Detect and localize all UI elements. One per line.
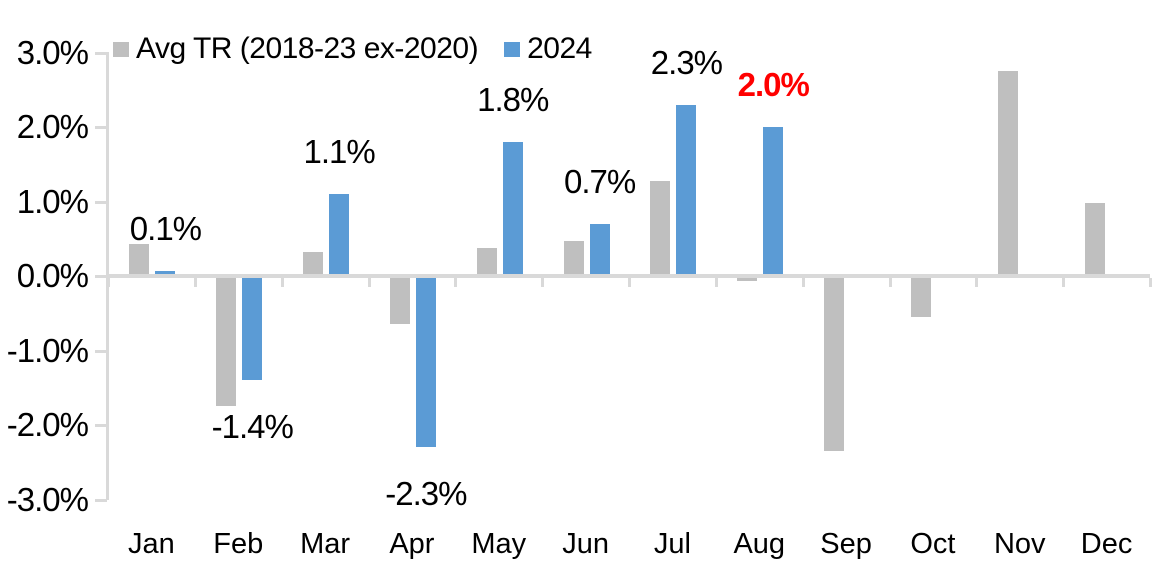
bar-avg-feb <box>216 276 237 407</box>
bar-2024-may <box>502 141 523 276</box>
x-axis-label-dec: Dec <box>1080 528 1133 560</box>
data-label-feb: -1.4% <box>211 408 294 446</box>
legend: Avg TR (2018-23 ex-2020) 2024 <box>113 33 592 65</box>
x-axis-tick-11 <box>1062 278 1066 287</box>
y-axis-label-2: 1.0% <box>16 182 89 220</box>
x-axis-tick-10 <box>975 278 979 287</box>
x-axis-label-sep: Sep <box>820 528 872 560</box>
x-axis-label-feb: Feb <box>213 528 264 560</box>
x-axis-tick-1 <box>193 278 197 287</box>
y-axis-label-5: -2.0% <box>6 406 89 443</box>
bar-2024-apr <box>415 276 436 448</box>
bar-avg-nov <box>997 71 1018 276</box>
avg-series-swatch-icon <box>113 41 129 57</box>
series-2024-swatch-icon <box>504 41 521 57</box>
y-axis-tick-5 <box>95 424 107 427</box>
bar-2024-aug <box>763 127 784 276</box>
data-label-jun: 0.7% <box>563 162 636 200</box>
y-axis-tick-6 <box>95 498 107 502</box>
bar-avg-mar <box>303 252 324 276</box>
y-axis-tick-2 <box>95 200 107 204</box>
data-label-jul: 2.3% <box>650 43 723 81</box>
x-axis-tick-2 <box>280 278 284 287</box>
x-axis-label-mar: Mar <box>300 528 351 560</box>
y-axis-tick-3 <box>95 275 107 278</box>
y-axis-tick-0 <box>95 51 107 55</box>
x-axis-label-jun: Jun <box>562 528 609 560</box>
y-axis-label-4: -1.0% <box>6 331 89 369</box>
y-axis-label-6: -3.0% <box>6 480 89 518</box>
y-axis-label-0: 3.0% <box>16 33 89 71</box>
bar-avg-sep <box>824 276 845 452</box>
x-axis-tick-6 <box>628 278 631 287</box>
bar-avg-may <box>476 247 497 276</box>
data-label-jan: 0.1% <box>129 209 202 247</box>
y-axis-tick-1 <box>95 126 107 129</box>
bar-avg-dec <box>1084 202 1105 276</box>
bar-avg-aug <box>737 276 758 282</box>
bar-avg-jul <box>650 181 671 276</box>
x-axis-tick-8 <box>801 278 805 287</box>
x-axis-label-aug: Aug <box>733 528 786 560</box>
legend-item-2024: 2024 <box>504 33 592 65</box>
y-axis-tick-4 <box>95 349 107 353</box>
x-axis-tick-3 <box>367 278 371 287</box>
bar-2024-jun <box>589 223 610 276</box>
x-axis-label-apr: Apr <box>389 528 435 560</box>
x-axis-tick-9 <box>888 278 892 287</box>
x-axis-tick-12 <box>1149 278 1152 287</box>
bar-2024-mar <box>329 194 350 276</box>
x-axis-tick-0 <box>107 278 110 287</box>
bar-avg-oct <box>910 276 931 317</box>
data-label-apr: -2.3% <box>385 475 467 513</box>
x-axis-tick-4 <box>454 278 458 287</box>
bar-2024-jul <box>676 104 697 276</box>
bar-avg-jan <box>129 243 150 276</box>
data-label-aug: 2.0% <box>737 66 810 103</box>
x-axis-zero-line <box>106 274 1150 278</box>
x-axis-label-may: May <box>471 528 527 560</box>
x-axis-label-nov: Nov <box>993 528 1046 560</box>
x-axis-label-jan: Jan <box>128 528 175 560</box>
x-axis-label-jul: Jul <box>653 528 691 560</box>
bar-avg-jun <box>563 240 584 276</box>
bar-avg-apr <box>389 276 410 325</box>
data-label-may: 1.8% <box>477 80 549 118</box>
y-axis-label-1: 2.0% <box>16 108 89 145</box>
x-axis-tick-5 <box>541 278 545 287</box>
legend-label-2024: 2024 <box>527 32 592 65</box>
y-axis-label-3: 0.0% <box>16 257 89 294</box>
bar-2024-jan <box>155 270 176 276</box>
x-axis-tick-7 <box>714 278 718 287</box>
legend-item-avg-tr: Avg TR (2018-23 ex-2020) <box>113 32 479 65</box>
bar-2024-feb <box>242 276 263 381</box>
x-axis-label-oct: Oct <box>910 528 956 560</box>
data-label-mar: 1.1% <box>303 133 375 171</box>
legend-label-avg-tr: Avg TR (2018-23 ex-2020) <box>136 32 479 65</box>
